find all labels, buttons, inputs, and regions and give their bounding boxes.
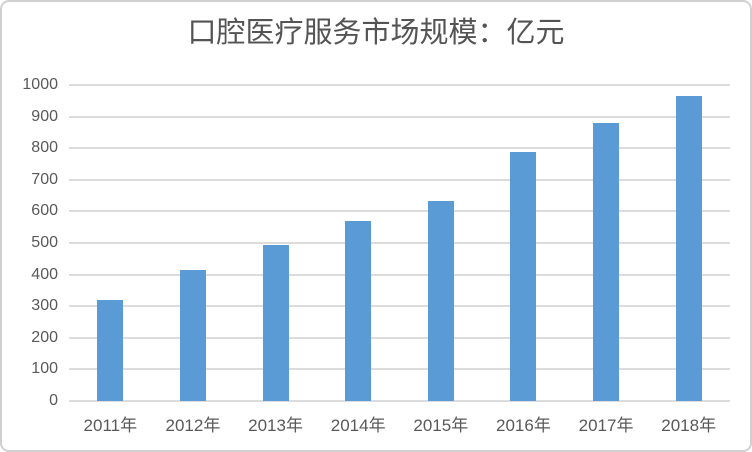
bar-2016年	[510, 152, 537, 401]
x-tick-label: 2017年	[578, 416, 634, 435]
bar-2015年	[427, 201, 454, 401]
y-tick-label: 0	[49, 392, 58, 409]
gridline	[69, 336, 730, 339]
gridline	[69, 305, 730, 308]
x-tick-label: 2016年	[496, 416, 551, 435]
x-tick-label: 2011年	[83, 416, 138, 435]
y-tick-label: 400	[31, 265, 58, 283]
bar-slot	[317, 85, 400, 401]
gridline	[69, 273, 730, 276]
x-tick-label: 2014年	[330, 416, 386, 435]
x-axis-labels: 2011年 2012年 2013年 2014年 2015年 2016年 2017年 2018年	[69, 411, 730, 436]
y-tick-label: 1000	[22, 76, 58, 93]
gridline	[69, 210, 730, 213]
gridline	[69, 115, 730, 118]
bar-slot	[234, 85, 317, 401]
bar-2017年	[593, 122, 620, 401]
y-tick-label: 900	[31, 107, 58, 125]
chart-title: 口腔医疗服务市场规模：亿元	[187, 17, 565, 49]
y-tick-label: 700	[31, 170, 58, 188]
bar-slot	[400, 85, 483, 401]
x-tick-label: 2018年	[661, 416, 717, 435]
gridline	[69, 368, 730, 371]
bars	[69, 85, 730, 401]
bar-2014年	[345, 220, 372, 401]
bar-slot	[69, 85, 152, 401]
bar-slot	[647, 85, 730, 401]
plot-area	[69, 84, 730, 402]
gridline	[69, 84, 730, 86]
gridline	[69, 242, 730, 244]
gridline	[69, 178, 730, 181]
x-tick-label: 2012年	[165, 416, 221, 435]
x-tick-label: 2015年	[413, 416, 469, 435]
bar-slot	[482, 85, 565, 401]
bar-2013年	[262, 244, 289, 401]
y-tick-label: 500	[31, 234, 58, 251]
x-axis-line	[69, 400, 730, 402]
y-tick-label: 200	[31, 328, 58, 346]
y-tick-label: 600	[31, 202, 58, 220]
bar-2018年	[675, 96, 702, 401]
bar-2012年	[179, 269, 206, 401]
gridline	[69, 147, 730, 150]
y-tick-label: 100	[31, 360, 58, 378]
bar-2011年	[97, 299, 124, 401]
bar-slot	[152, 85, 235, 401]
y-tick-label: 800	[31, 139, 58, 157]
y-tick-label: 300	[31, 297, 58, 315]
x-tick-label: 2013年	[248, 416, 303, 435]
y-axis-labels: 0 100 200 300 400 500 600 700 800 900 1000	[2, 76, 58, 409]
bar-slot	[565, 85, 648, 401]
